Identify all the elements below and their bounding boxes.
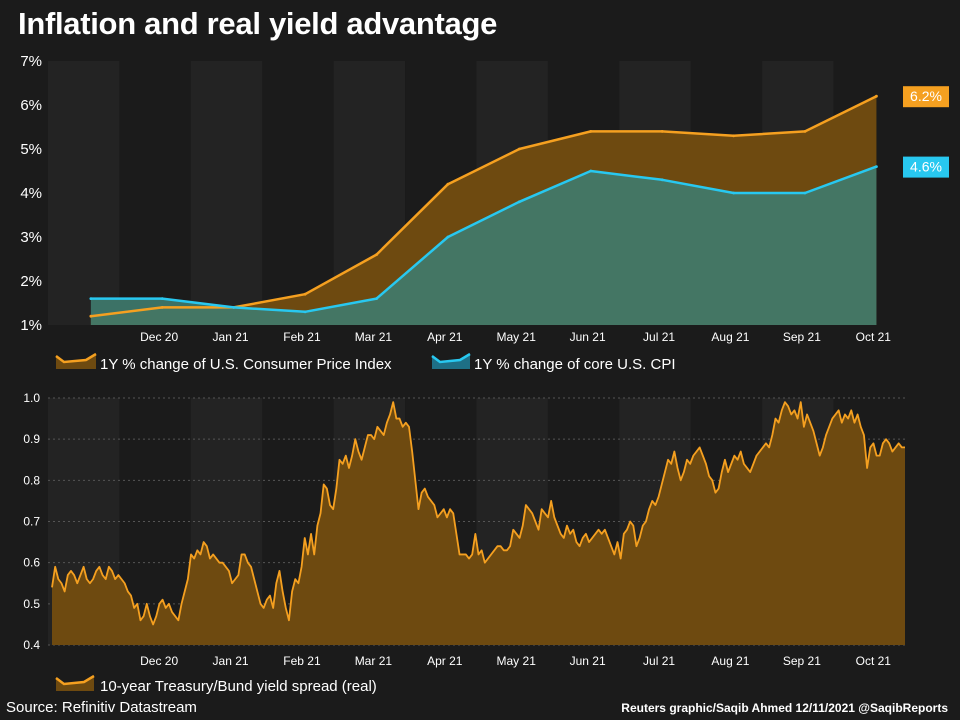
y-tick-label: 6%	[20, 97, 42, 114]
cpi-point	[446, 182, 450, 186]
x-tick-label: Jan 21	[213, 330, 249, 344]
end-badge-label: 6.2%	[910, 88, 942, 104]
cpi-point	[803, 130, 807, 133]
x-tick-label: Jun 21	[570, 330, 606, 344]
spread-line	[51, 401, 905, 626]
x-tick-label: Oct 21	[856, 654, 892, 668]
cpi-point	[589, 130, 593, 133]
month-band	[190, 61, 263, 325]
core-cpi-point	[732, 191, 735, 195]
y-tick-label: 0.9	[23, 432, 40, 446]
y-tick-label: 4%	[20, 185, 42, 202]
core-cpi-point	[375, 297, 378, 300]
core-cpi-point	[660, 178, 664, 182]
y-tick-label: 0.8	[23, 473, 40, 487]
core-cpi-point	[875, 165, 878, 169]
y-tick-label: 2%	[20, 273, 42, 290]
y-tick-label: 3%	[20, 229, 42, 246]
legend-cpi: 1Y % change of U.S. Consumer Price Index	[55, 352, 392, 373]
cpi-point	[660, 130, 664, 133]
inflation-areas	[90, 96, 877, 325]
inflation-lines	[89, 94, 878, 318]
cpi-point	[89, 314, 93, 318]
x-tick-label: Jan 21	[213, 654, 249, 668]
x-tick-label: Jul 21	[643, 654, 675, 668]
x-tick-label: Feb 21	[283, 330, 321, 344]
legend-spread: 10-year Treasury/Bund yield spread (real…	[55, 674, 377, 695]
cpi-point	[160, 306, 164, 309]
x-tick-label: Jun 21	[570, 654, 606, 668]
x-tick-label: Aug 21	[711, 330, 749, 344]
yield-spread-chart: 0.4 0.5 0.6 0.7 0.8 0.9 1.0 Dec 20 Jan 21 Feb 21…	[23, 391, 905, 695]
y-tick-label: 0.4	[23, 638, 40, 652]
spread-x-ticks: Dec 20 Jan 21 Feb 21 Mar 21 Apr 21 May 21 Jun …	[140, 654, 891, 668]
y-tick-label: 0.6	[23, 556, 40, 570]
cpi-point	[732, 134, 735, 138]
core-cpi-point	[589, 169, 593, 173]
x-tick-label: Dec 20	[140, 654, 178, 668]
cpi-end-badge	[903, 86, 949, 108]
inflation-legend: 1Y % change of U.S. Consumer Price Index…	[55, 352, 676, 373]
month-band	[119, 61, 191, 325]
cpi-point	[375, 253, 378, 256]
core-cpi-point	[803, 191, 807, 195]
cpi-point	[303, 292, 307, 296]
x-tick-label: Dec 20	[140, 330, 178, 344]
x-tick-label: Aug 21	[711, 654, 749, 668]
core-cpi-line	[90, 165, 877, 314]
core-cpi-area	[90, 166, 877, 325]
inflation-x-ticks: Dec 20 Jan 21 Feb 21 Mar 21 Apr 21 May 21 Jun …	[140, 330, 891, 344]
x-tick-label: May 21	[497, 330, 537, 344]
core-cpi-point	[232, 306, 236, 309]
legend-label: 10-year Treasury/Bund yield spread (real…	[100, 678, 377, 695]
end-value-badges: 6.2% 4.6%	[903, 86, 949, 178]
legend-label: 1Y % change of U.S. Consumer Price Index	[100, 356, 392, 373]
spread-legend: 10-year Treasury/Bund yield spread (real…	[55, 674, 377, 695]
y-tick-label: 1.0	[23, 391, 40, 405]
x-tick-label: Mar 21	[355, 654, 393, 668]
legend-core-cpi: 1Y % change of core U.S. CPI	[431, 352, 676, 373]
spread-y-ticks: 0.4 0.5 0.6 0.7 0.8 0.9 1.0	[23, 391, 40, 652]
month-band	[48, 61, 120, 325]
spread-fill	[52, 402, 905, 645]
cpi-line	[90, 95, 877, 318]
core-cpi-point	[160, 297, 164, 300]
core-cpi-point	[303, 310, 307, 314]
legend-line	[55, 674, 95, 686]
x-tick-label: Jul 21	[643, 330, 675, 344]
spread-area	[51, 401, 905, 645]
end-badge-label: 4.6%	[910, 159, 942, 175]
y-tick-label: 1%	[20, 317, 42, 334]
cpi-point	[517, 147, 521, 151]
x-tick-label: Apr 21	[427, 330, 463, 344]
y-tick-label: 0.5	[23, 597, 40, 611]
x-tick-label: May 21	[497, 654, 537, 668]
x-tick-label: Sep 21	[783, 654, 821, 668]
x-tick-label: Sep 21	[783, 330, 821, 344]
core-cpi-point	[89, 297, 93, 300]
chart-title: Inflation and real yield advantage	[18, 6, 498, 41]
cpi-point	[875, 94, 878, 98]
inflation-chart: 1% 2% 3% 4% 5% 6% 7% Dec 20 Jan 21 Feb 21 Mar 21 A…	[20, 53, 949, 373]
x-tick-label: Mar 21	[355, 330, 393, 344]
legend-line	[55, 352, 97, 364]
core-cpi-point	[517, 200, 521, 204]
inflation-y-ticks: 1% 2% 3% 4% 5% 6% 7%	[20, 53, 42, 334]
source-note: Source: Refinitiv Datastream	[6, 699, 197, 716]
y-tick-label: 0.7	[23, 515, 40, 529]
legend-line	[431, 352, 471, 364]
month-band	[262, 61, 334, 325]
x-tick-label: Feb 21	[283, 654, 321, 668]
y-tick-label: 5%	[20, 141, 42, 158]
legend-label: 1Y % change of core U.S. CPI	[474, 356, 676, 373]
x-tick-label: Oct 21	[856, 330, 892, 344]
core-cpi-point	[446, 235, 450, 239]
x-tick-label: Apr 21	[427, 654, 463, 668]
core-cpi-end-badge	[903, 156, 949, 178]
credit-note: Reuters graphic/Saqib Ahmed 12/11/2021 @…	[621, 701, 948, 715]
y-tick-label: 7%	[20, 53, 42, 70]
